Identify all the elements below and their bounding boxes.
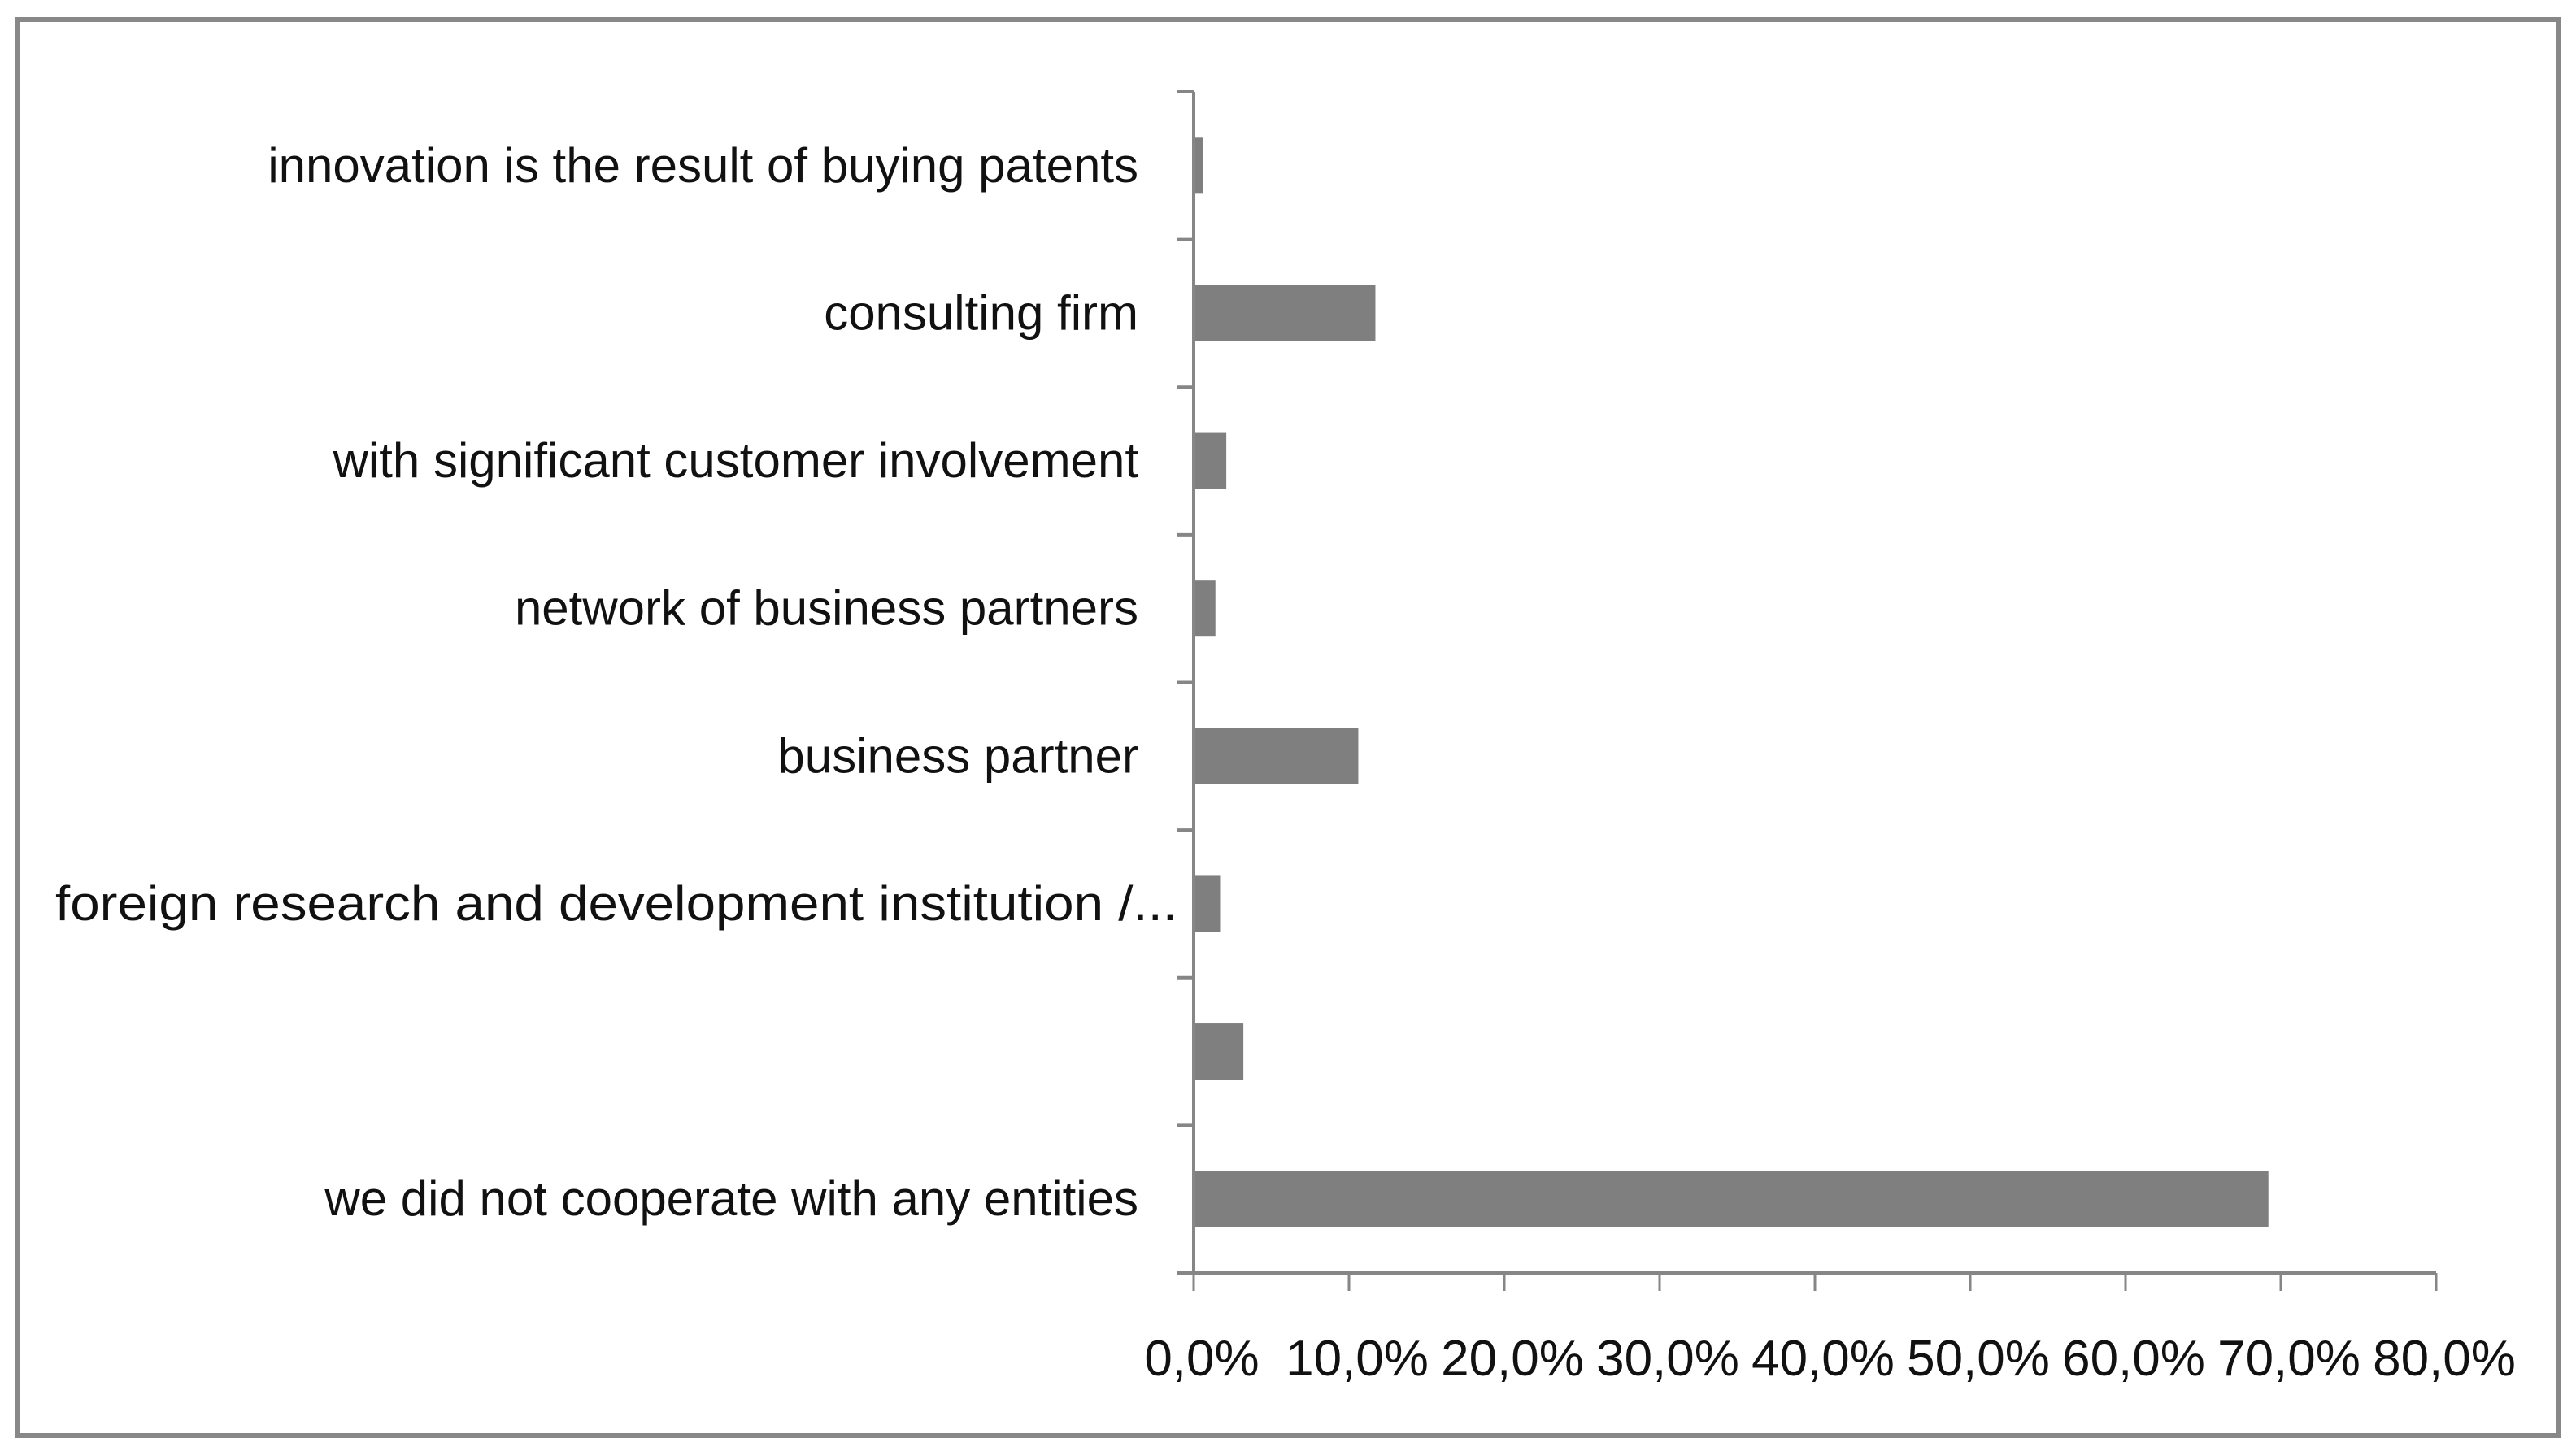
category-label: with significant customer involvement <box>333 433 1139 488</box>
bar <box>1194 580 1216 637</box>
x-tick-label: 70,0% <box>2217 1331 2361 1387</box>
category-label: foreign research and development institu… <box>55 876 1177 931</box>
x-tick-label: 20,0% <box>1441 1331 1584 1387</box>
x-tick-label: 50,0% <box>1907 1331 2050 1387</box>
x-tick-label: 40,0% <box>1751 1331 1895 1387</box>
category-label: we did not cooperate with any entities <box>324 1171 1138 1226</box>
category-label: business partner <box>777 728 1138 783</box>
category-label: network of business partners <box>515 581 1138 636</box>
bar <box>1194 875 1221 932</box>
category-label: consulting firm <box>824 285 1138 340</box>
x-tick-label: 30,0% <box>1596 1331 1739 1387</box>
bar <box>1194 1171 2269 1227</box>
x-tick-label: 10,0% <box>1286 1331 1429 1387</box>
bar <box>1194 1023 1244 1080</box>
x-tick-label: 60,0% <box>2062 1331 2205 1387</box>
bar <box>1194 285 1376 341</box>
bar <box>1194 728 1359 784</box>
x-tick-label: 0,0% <box>1144 1331 1259 1387</box>
bar <box>1194 432 1227 489</box>
x-tick-label: 80,0% <box>2373 1331 2516 1387</box>
category-label: innovation is the result of buying paten… <box>268 138 1138 193</box>
bar <box>1194 137 1203 194</box>
